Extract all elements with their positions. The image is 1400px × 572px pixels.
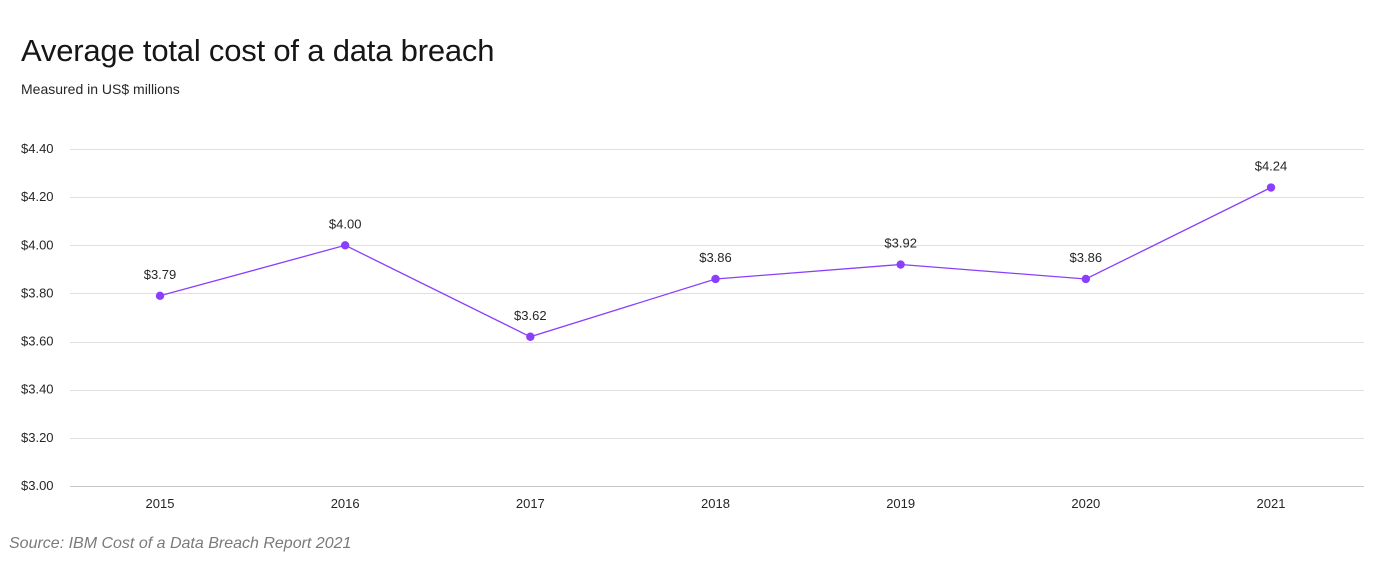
gridlines [70,149,1364,487]
y-tick-label: $3.60 [21,334,54,349]
data-label: $3.86 [1070,250,1103,265]
data-point [340,241,350,250]
x-tick-label: 2016 [331,496,360,511]
y-tick-label: $4.40 [21,141,54,156]
chart-source: Source: IBM Cost of a Data Breach Report… [9,535,352,552]
y-tick-label: $3.00 [21,478,54,493]
data-label: $3.62 [514,308,547,323]
y-tick-label: $3.20 [21,430,54,445]
x-tick-label: 2015 [146,496,175,511]
data-point [1081,274,1091,284]
y-tick-label: $3.80 [21,285,54,300]
y-tick-label: $3.40 [21,382,54,397]
data-label: $4.00 [329,216,362,231]
data-label: $3.86 [699,250,732,265]
data-points [155,183,1276,341]
y-tick-label: $4.20 [21,189,54,204]
x-tick-label: 2019 [886,496,915,511]
y-tick-label: $4.00 [21,237,54,252]
y-axis-ticks: $3.00 $3.20 $3.40 $3.60 $3.80 $4.00 $4.20 $4.40 [21,141,54,493]
data-point [526,332,535,341]
x-tick-label: 2021 [1257,496,1286,511]
x-tick-label: 2020 [1071,496,1100,511]
data-labels: $3.79 $4.00 $3.62 $3.86 $3.92 $3.86 $4.24 [144,159,1288,323]
data-point [896,260,905,269]
data-label: $3.92 [884,236,917,251]
data-point [1266,183,1276,192]
data-point [155,291,165,301]
data-label: $3.79 [144,267,177,282]
x-tick-label: 2018 [701,496,730,511]
chart-subtitle: Measured in US$ millions [21,81,180,97]
data-label: $4.24 [1255,159,1288,174]
chart-title: Average total cost of a data breach [21,33,495,68]
data-point [711,274,720,284]
x-tick-label: 2017 [516,496,545,511]
x-axis-ticks: 2015 2016 2017 2018 2019 2020 2021 [146,496,1286,511]
